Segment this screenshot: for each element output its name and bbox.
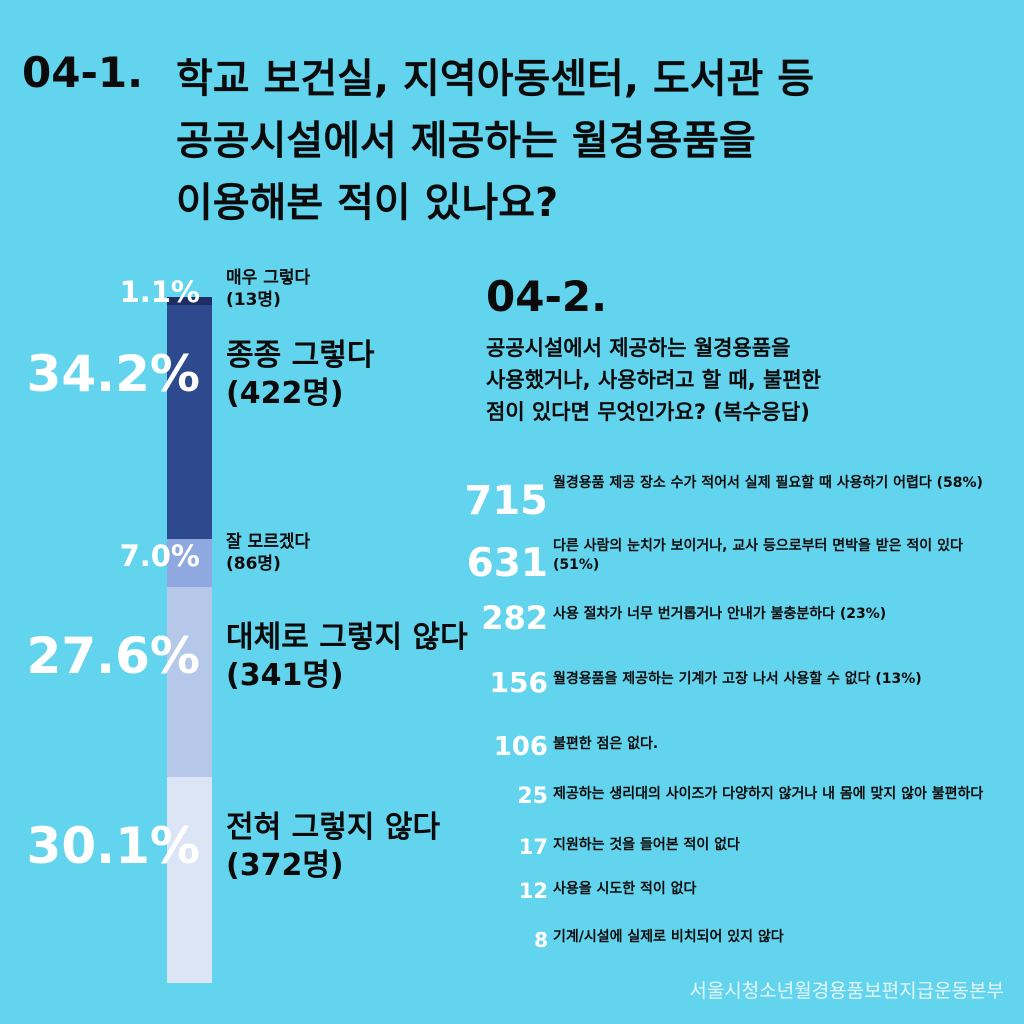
response-count: 156 [489,666,548,699]
q1-title-line: 공공시설에서 제공하는 월경용품을 [176,118,756,164]
response-count: 282 [481,599,548,637]
bar-percent-label: 27.6% [26,627,200,686]
q2-title: 공공시설에서 제공하는 월경용품을 사용했거나, 사용하려고 할 때, 불편한 … [486,332,1006,428]
response-text: 사용을 시도한 적이 없다 [553,881,697,897]
bar-segment [167,587,212,777]
q1-number: 04-1. [22,48,144,97]
response-count: 715 [464,478,549,524]
q1-title: 학교 보건실, 지역아동센터, 도서관 등 공공시설에서 제공하는 월경용품을 … [176,48,1016,234]
response-text: 월경용품 제공 장소 수가 적어서 실제 필요할 때 사용하기 어렵다 (58%… [553,475,983,491]
category-name: 매우 그렇다 [226,268,311,288]
category-count: (341명) [226,658,344,694]
bar-percent-label: 34.2% [26,344,200,403]
response-count: 8 [534,928,548,952]
response-count: 17 [518,835,548,859]
bar-percent-label: 30.1% [26,816,200,875]
q2-title-line: 사용했거나, 사용하려고 할 때, 불편한 [486,368,821,392]
bar-category-label: 종종 그렇다 (422명) [226,337,374,413]
footer-organization: 서울시청소년월경용품보편지급운동본부 [689,980,1004,1002]
response-text: 사용 절차가 너무 번거롭거나 안내가 불충분하다 (23%) [553,606,887,622]
bar-percent-label: 7.0% [119,539,200,574]
bar-segment [167,539,212,588]
bar-category-label: 대체로 그렇지 않다 (341명) [226,619,468,695]
category-name: 종종 그렇다 [226,337,375,373]
category-count: (13명) [226,290,281,310]
category-count: (86명) [226,554,281,575]
bar-category-label: 전혀 그렇지 않다 (372명) [226,809,440,885]
bar-category-label: 잘 모르겠다 (86명) [226,531,310,575]
category-name: 잘 모르겠다 [226,532,311,553]
response-text: 기계/시설에 실제로 비치되어 있지 않다 [553,929,784,945]
response-count: 25 [517,784,548,809]
response-text: 불편한 점은 없다. [553,736,659,752]
bar-category-label: 매우 그렇다 (13명) [226,267,310,311]
response-text: 제공하는 생리대의 사이즈가 다양하지 않거나 내 몸에 맞지 않아 불편하다 [553,786,984,802]
category-name: 대체로 그렇지 않다 [226,620,468,656]
bar-segment [167,304,212,540]
response-count: 106 [493,732,548,762]
q2-title-line: 공공시설에서 제공하는 월경용품을 [486,336,791,360]
category-count: (372명) [226,847,344,883]
q1-title-line: 학교 보건실, 지역아동센터, 도서관 등 [176,56,815,102]
bar-segment [167,776,212,983]
category-name: 전혀 그렇지 않다 [226,809,441,845]
response-count: 631 [466,541,548,586]
response-text: 다른 사람의 눈치가 보이거나, 교사 등으로부터 면박을 받은 적이 있다 (… [553,538,963,573]
q2-number: 04-2. [486,272,608,321]
response-count: 12 [518,879,548,903]
q2-title-line: 점이 있다면 무엇인가요? (복수응답) [486,400,810,424]
response-text: 월경용품을 제공하는 기계가 고장 나서 사용할 수 없다 (13%) [553,671,922,687]
q1-title-line: 이용해본 적이 있나요? [176,180,559,226]
category-count: (422명) [226,375,344,411]
bar-percent-label: 1.1% [119,275,200,309]
bar-segment [167,297,212,305]
stacked-bar [167,297,212,983]
response-text: 지원하는 것을 들어본 적이 없다 [553,837,740,853]
